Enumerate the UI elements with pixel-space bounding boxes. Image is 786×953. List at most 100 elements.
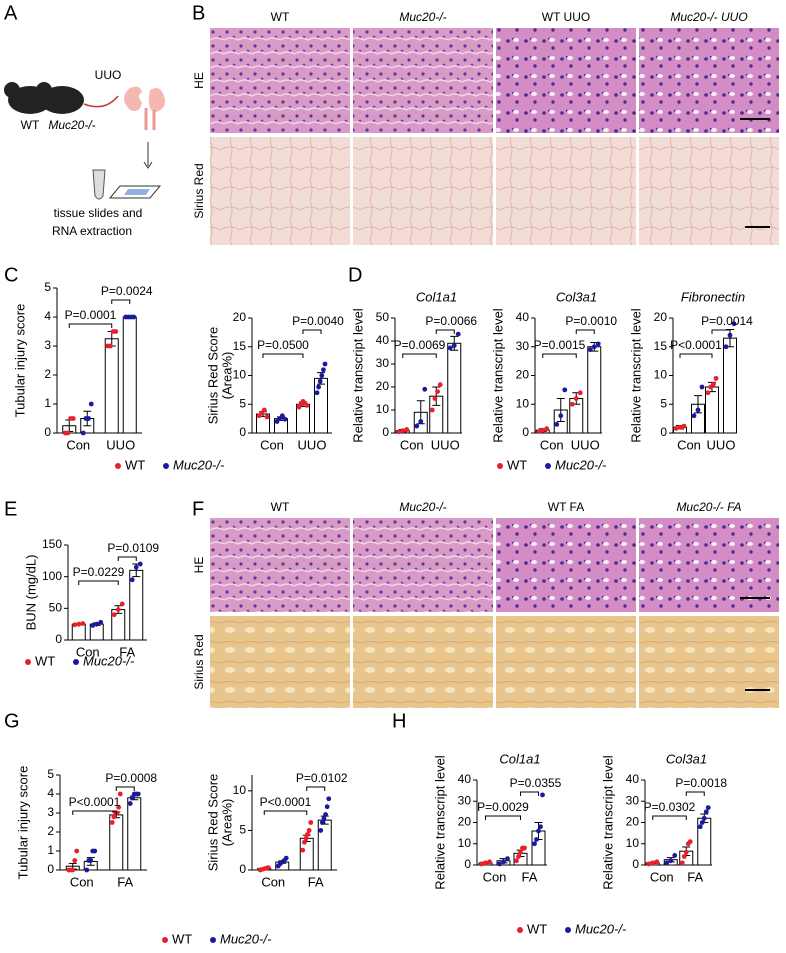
data-point [699, 820, 705, 825]
data-point [691, 413, 697, 419]
p-value: P<0.0001 [69, 795, 121, 809]
chart: 0 1 2 3 4 5 Tubular injury score Con UUO P=0.0001… [12, 280, 152, 452]
data-point [129, 577, 135, 583]
y-axis-label: Relative transcript level [490, 308, 505, 442]
y-tick-label: 4 [44, 309, 51, 323]
data-point [705, 805, 711, 811]
data-point [451, 343, 457, 348]
micrograph [496, 616, 636, 708]
y-axis-label: (Area%) [219, 352, 234, 400]
micrograph [496, 518, 636, 612]
legend-label: WT [35, 653, 55, 668]
legend-label: Muc20-/- [173, 457, 225, 472]
data-point [133, 564, 139, 570]
panel-letter: G [4, 710, 20, 732]
significance-bracket [402, 353, 437, 358]
y-tick-label: 40 [458, 772, 472, 786]
data-point [538, 824, 543, 830]
y-tick-label: 15 [654, 339, 668, 353]
data-point [72, 622, 78, 628]
y-tick-label: 0 [239, 425, 246, 439]
micrograph [210, 28, 350, 133]
legend-marker [115, 463, 121, 469]
p-value: P=0.0109 [107, 541, 159, 555]
x-tick-label: Con [483, 869, 507, 884]
significance-bracket [542, 353, 577, 358]
data-point [646, 861, 652, 867]
data-point [591, 344, 597, 350]
y-tick-label: 50 [49, 601, 63, 615]
legend-label: Muc20-/- [555, 457, 607, 472]
y-tick-label: 5 [47, 767, 54, 781]
panel-letter: F [192, 498, 204, 520]
y-tick-label: 1 [44, 396, 51, 410]
data-point [672, 853, 678, 858]
data-point [540, 427, 546, 433]
data-point [695, 407, 701, 413]
procedure-label: UUO [95, 68, 122, 82]
data-point [317, 378, 323, 384]
significance-bracket [263, 810, 308, 815]
data-point [577, 390, 583, 396]
y-axis-label: Sirius Red Score [205, 774, 220, 872]
column-label: Muc20-/- FA [676, 500, 741, 514]
data-point [324, 804, 330, 810]
significance-bracket [485, 815, 521, 820]
data-point [108, 343, 113, 349]
data-point [88, 401, 94, 407]
y-tick-label: 10 [233, 783, 247, 797]
data-point [455, 331, 461, 337]
chart: 0 5 10 15 20 Relative transcript level Fibrone… [628, 289, 753, 452]
y-axis-label: Relative transcript level [432, 755, 447, 889]
data-point [321, 367, 326, 373]
data-point [429, 407, 435, 413]
legend-label: WT [125, 457, 145, 472]
data-point [88, 858, 94, 863]
significance-bracket [679, 353, 713, 358]
x-tick-label: Con [76, 644, 100, 659]
y-tick-label: 2 [44, 367, 51, 381]
y-tick-label: 20 [233, 310, 247, 324]
legend-label: Muc20-/- [83, 653, 135, 668]
significance-bracket [78, 580, 119, 585]
data-point [326, 796, 332, 802]
x-tick-label: Con [400, 437, 424, 452]
data-point [516, 854, 521, 859]
data-point [76, 621, 82, 627]
p-value: P=0.0010 [565, 314, 617, 328]
caption: RNA extraction [52, 224, 132, 238]
y-tick-label: 30 [376, 356, 390, 370]
micrograph [353, 616, 493, 708]
data-point [544, 426, 550, 432]
data-point [92, 848, 98, 854]
panel-letter: C [4, 264, 18, 286]
p-value: P=0.0040 [292, 314, 344, 328]
data-point [308, 820, 314, 825]
significance-bracket [72, 810, 117, 815]
row-label: Sirius Red [192, 163, 206, 218]
data-point [518, 849, 523, 855]
significance-bracket [575, 329, 595, 334]
chart-title: Fibronectin [681, 289, 745, 304]
data-point [569, 401, 575, 407]
data-point [127, 801, 133, 806]
data-point [731, 321, 737, 327]
y-tick-label: 30 [626, 793, 640, 807]
micrograph [353, 518, 493, 612]
data-point [131, 314, 137, 320]
mouse-label: Muc20-/- [48, 118, 95, 132]
y-tick-label: 50 [376, 310, 390, 324]
y-tick-label: 40 [516, 310, 530, 324]
y-tick-label: 0 [522, 425, 529, 439]
y-tick-label: 15 [233, 339, 247, 353]
data-point [540, 792, 545, 798]
chart: 0 5 10 15 20 Sirius Red Score (Area%) Con UUO P=0… [205, 310, 344, 452]
data-point [447, 345, 453, 351]
p-value: P=0.0500 [257, 338, 309, 352]
chart-title: Col3a1 [666, 751, 707, 766]
p-value: P<0.0001 [260, 795, 312, 809]
y-tick-label: 5 [239, 823, 246, 837]
y-tick-label: 0 [382, 425, 389, 439]
y-tick-label: 0 [464, 857, 471, 871]
